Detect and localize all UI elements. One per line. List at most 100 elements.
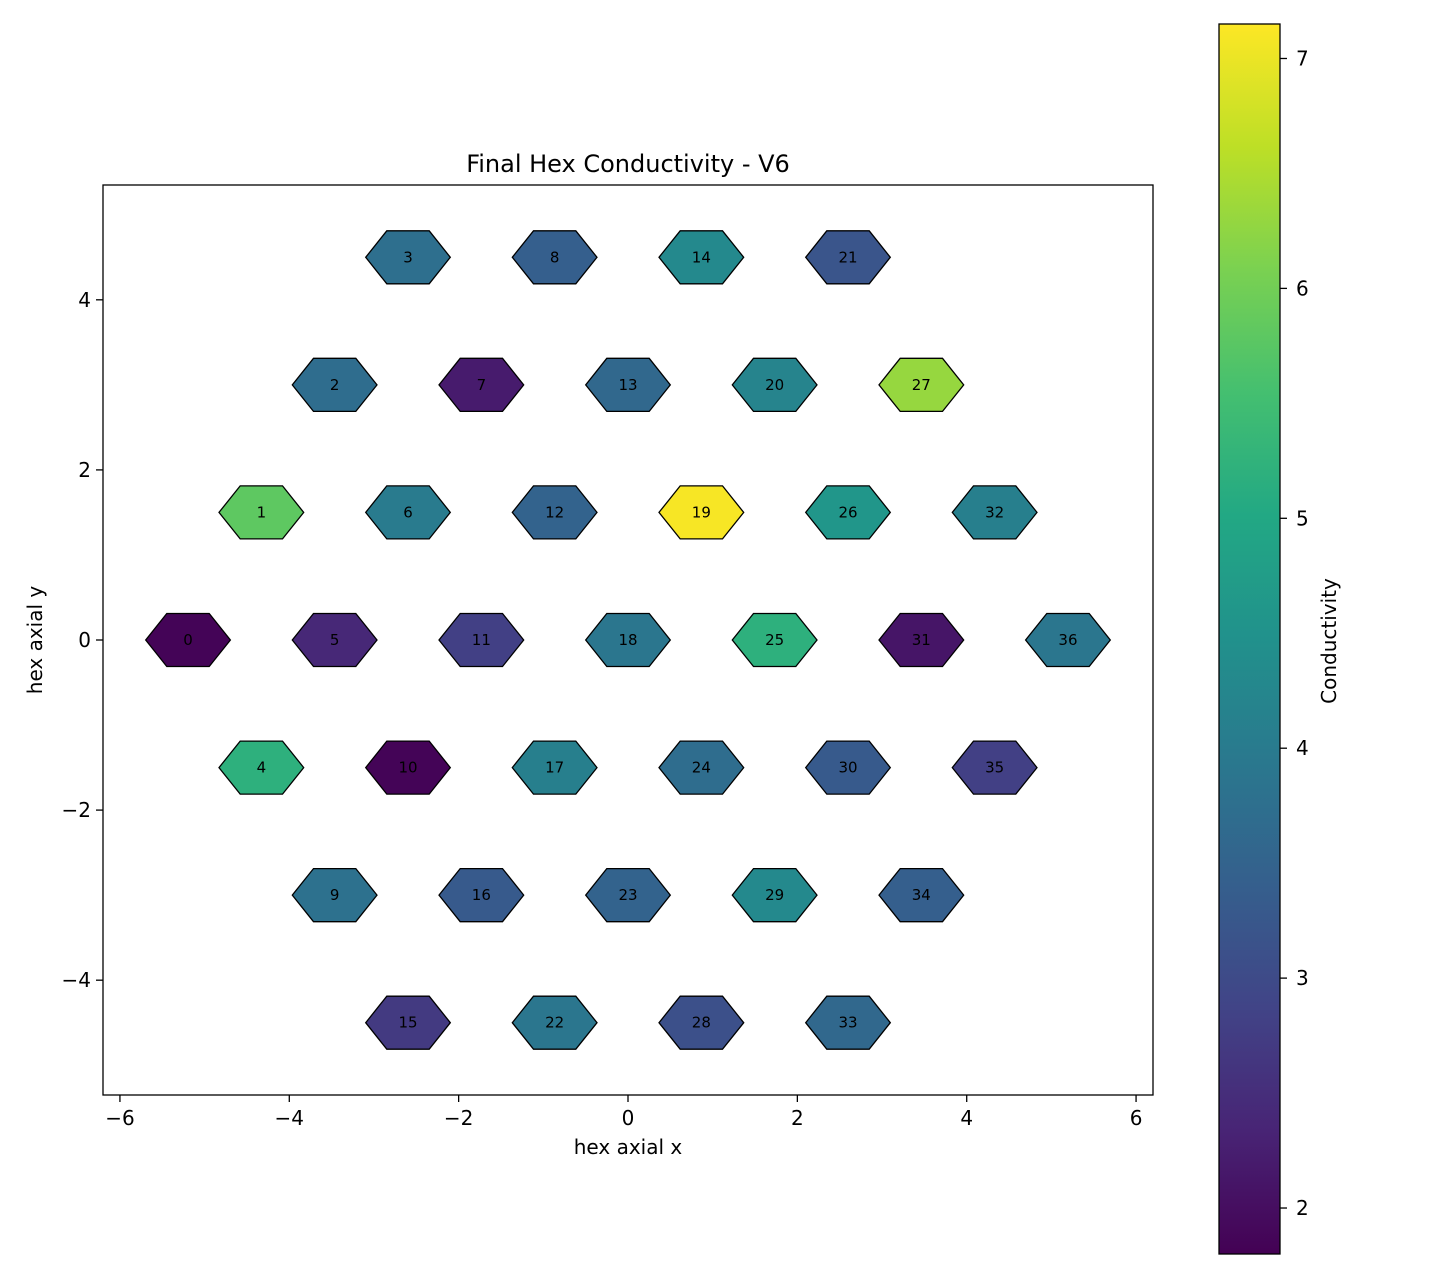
x-tick-label: −2 <box>444 1106 473 1130</box>
hex-label-29: 29 <box>765 886 784 904</box>
y-tick-label: −4 <box>62 968 91 992</box>
hex-label-2: 2 <box>330 376 340 394</box>
hex-cell-13 <box>584 357 672 413</box>
hex-label-17: 17 <box>545 759 564 777</box>
colorbar-ticks: 2 3 4 5 6 7 <box>1280 46 1309 1220</box>
hex-label-24: 24 <box>692 759 711 777</box>
x-axis-label: hex axial x <box>574 1135 683 1159</box>
x-tick-label: 4 <box>960 1106 973 1130</box>
hex-cell-22 <box>511 995 598 1050</box>
hex-cell-28 <box>658 995 745 1050</box>
hex-label-32: 32 <box>985 503 1004 521</box>
hex-cell-16 <box>438 867 525 923</box>
hex-cell-5 <box>291 612 378 668</box>
x-tick-label: 6 <box>1130 1106 1143 1130</box>
hex-label-27: 27 <box>912 376 931 394</box>
hex-label-12: 12 <box>545 503 564 521</box>
hex-label-18: 18 <box>618 631 637 649</box>
hex-cell-19 <box>658 485 745 540</box>
x-tick-label: 0 <box>622 1106 635 1130</box>
hex-cell-32 <box>951 485 1038 540</box>
hex-label-35: 35 <box>985 759 1004 777</box>
hex-label-0: 0 <box>183 631 193 649</box>
hex-cell-2 <box>291 357 378 413</box>
hex-cell-15 <box>364 995 452 1050</box>
hex-label-22: 22 <box>545 1014 564 1032</box>
hex-label-4: 4 <box>257 759 267 777</box>
hex-label-8: 8 <box>550 248 560 266</box>
hex-label-26: 26 <box>838 503 857 521</box>
hex-label-10: 10 <box>398 759 417 777</box>
hex-label-36: 36 <box>1058 631 1077 649</box>
hex-cell-20 <box>731 357 818 413</box>
hex-cell-12 <box>511 485 598 540</box>
hex-cell-24 <box>658 740 745 795</box>
hex-label-21: 21 <box>838 248 857 266</box>
hex-label-25: 25 <box>765 631 784 649</box>
hex-cell-10 <box>364 740 452 795</box>
hex-cell-4 <box>218 740 305 795</box>
hex-label-16: 16 <box>472 886 491 904</box>
hex-cell-7 <box>438 357 525 413</box>
hex-label-23: 23 <box>618 886 637 904</box>
hex-label-31: 31 <box>912 631 931 649</box>
y-tick-label: 4 <box>78 288 91 312</box>
plot-area-frame <box>102 184 1154 1096</box>
hex-label-3: 3 <box>403 248 413 266</box>
hex-cell-0 <box>144 612 232 668</box>
x-tick-label: −4 <box>275 1106 304 1130</box>
hex-cell-27 <box>878 357 965 413</box>
hex-cell-36 <box>1024 612 1112 668</box>
hex-cell-34 <box>878 867 965 923</box>
hex-cell-23 <box>584 867 672 923</box>
hex-label-13: 13 <box>618 376 637 394</box>
hex-cell-25 <box>731 612 818 668</box>
hex-cell-9 <box>291 867 378 923</box>
hex-label-15: 15 <box>398 1014 417 1032</box>
hex-label-34: 34 <box>912 886 931 904</box>
x-axis-ticks: −6 −4 −2 0 2 4 6 <box>105 1095 1142 1130</box>
colorbar-tick-label: 3 <box>1296 966 1309 990</box>
colorbar-tick-label: 6 <box>1296 276 1309 300</box>
hex-cell-26 <box>804 485 892 540</box>
hex-cell-21 <box>804 230 892 285</box>
colorbar-tick-label: 2 <box>1296 1196 1309 1220</box>
colorbar-tick-label: 7 <box>1296 46 1309 70</box>
hex-cell-3 <box>364 230 452 285</box>
hex-cell-29 <box>731 867 818 923</box>
colorbar-tick-label: 4 <box>1296 736 1309 760</box>
hex-label-30: 30 <box>838 759 857 777</box>
hex-cell-8 <box>511 230 598 285</box>
hex-label-9: 9 <box>330 886 340 904</box>
hex-cell-11 <box>438 612 525 668</box>
hex-cell-31 <box>878 612 965 668</box>
hex-cell-14 <box>658 230 745 285</box>
colorbar-label: Conductivity <box>1317 578 1341 704</box>
y-tick-label: 2 <box>78 458 91 482</box>
hex-layer: 0123456789101112131415161718192021222324… <box>144 230 1112 1050</box>
hex-cell-18 <box>584 612 672 668</box>
y-tick-label: 0 <box>78 628 91 652</box>
hex-cell-1 <box>218 485 305 540</box>
hex-cell-17 <box>511 740 598 795</box>
hex-label-19: 19 <box>692 503 711 521</box>
colorbar <box>1218 23 1281 1255</box>
hex-label-33: 33 <box>838 1014 857 1032</box>
chart-title: Final Hex Conductivity - V6 <box>466 150 790 178</box>
y-axis-label: hex axial y <box>23 586 47 695</box>
hex-cell-35 <box>951 740 1038 795</box>
hex-label-5: 5 <box>330 631 340 649</box>
hex-label-14: 14 <box>692 248 711 266</box>
x-tick-label: 2 <box>791 1106 804 1130</box>
hex-label-20: 20 <box>765 376 784 394</box>
hex-label-7: 7 <box>477 376 487 394</box>
hex-label-28: 28 <box>692 1014 711 1032</box>
y-axis-ticks: −4 −2 0 2 4 <box>62 288 103 992</box>
x-tick-label: −6 <box>105 1106 134 1130</box>
y-tick-label: −2 <box>62 798 91 822</box>
hex-cell-33 <box>804 995 892 1050</box>
colorbar-tick-label: 5 <box>1296 506 1309 530</box>
hex-label-11: 11 <box>472 631 491 649</box>
hex-cell-30 <box>804 740 892 795</box>
